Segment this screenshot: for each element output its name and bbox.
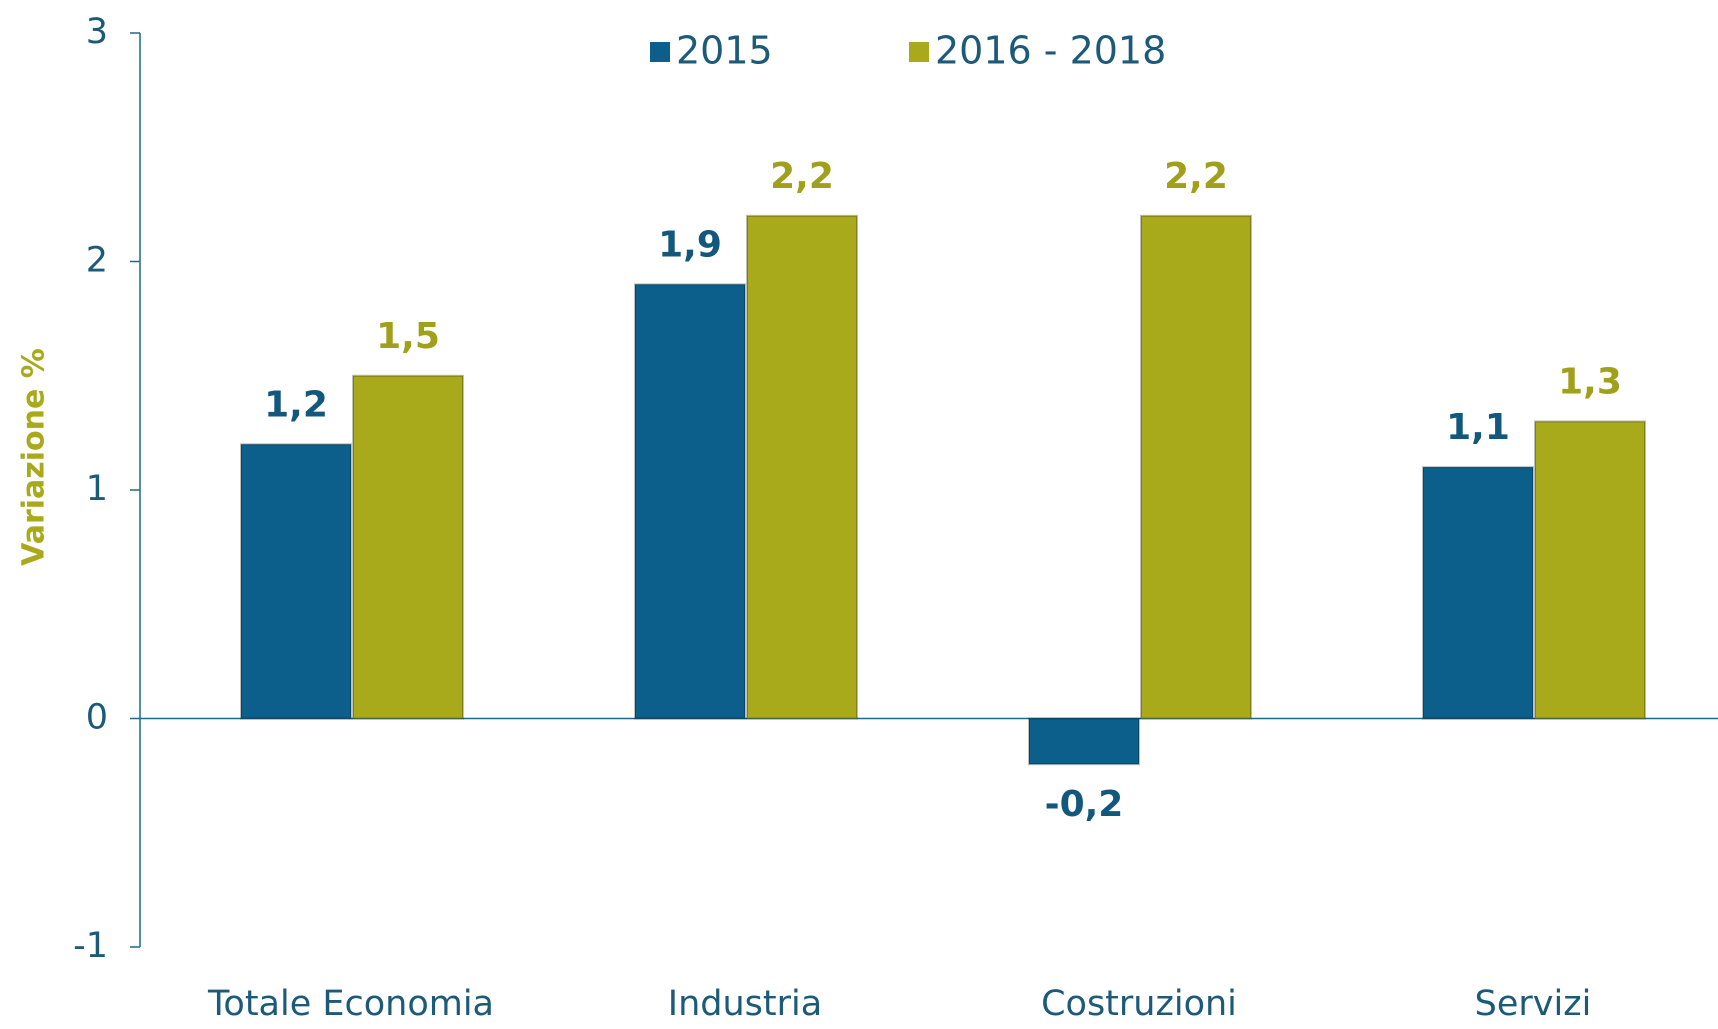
y-tick-label: -1: [73, 926, 108, 966]
bar: [1028, 717, 1140, 766]
legend-swatch: [909, 42, 929, 62]
x-tick-label: Industria: [668, 984, 822, 1024]
value-label: 1,5: [376, 316, 440, 357]
y-tick-label: 0: [86, 698, 108, 738]
y-tick-label: 2: [86, 241, 108, 281]
bar: [1140, 214, 1252, 720]
value-label: 2,2: [1164, 156, 1228, 197]
bar: [1422, 466, 1534, 720]
bar: [352, 374, 464, 720]
bar: [1534, 420, 1646, 720]
y-tick-label: 3: [86, 12, 108, 52]
legend-swatch: [650, 42, 670, 62]
value-label: 1,1: [1446, 407, 1510, 448]
y-tick-label: 1: [86, 469, 108, 509]
bar: [240, 443, 352, 720]
value-label: -0,2: [1045, 784, 1124, 825]
bar: [634, 283, 746, 720]
x-tick-label: Totale Economia: [207, 984, 494, 1024]
y-axis-label: Variazione %: [17, 348, 52, 566]
value-label: 2,2: [770, 156, 834, 197]
bar: [746, 214, 858, 720]
legend-label: 2016 - 2018: [935, 29, 1166, 73]
value-label: 1,3: [1558, 361, 1622, 402]
value-label: 1,2: [264, 384, 328, 425]
x-tick-label: Costruzioni: [1041, 984, 1237, 1024]
legend-label: 2015: [676, 29, 773, 73]
x-tick-label: Servizi: [1475, 984, 1592, 1024]
value-label: 1,9: [658, 224, 722, 265]
